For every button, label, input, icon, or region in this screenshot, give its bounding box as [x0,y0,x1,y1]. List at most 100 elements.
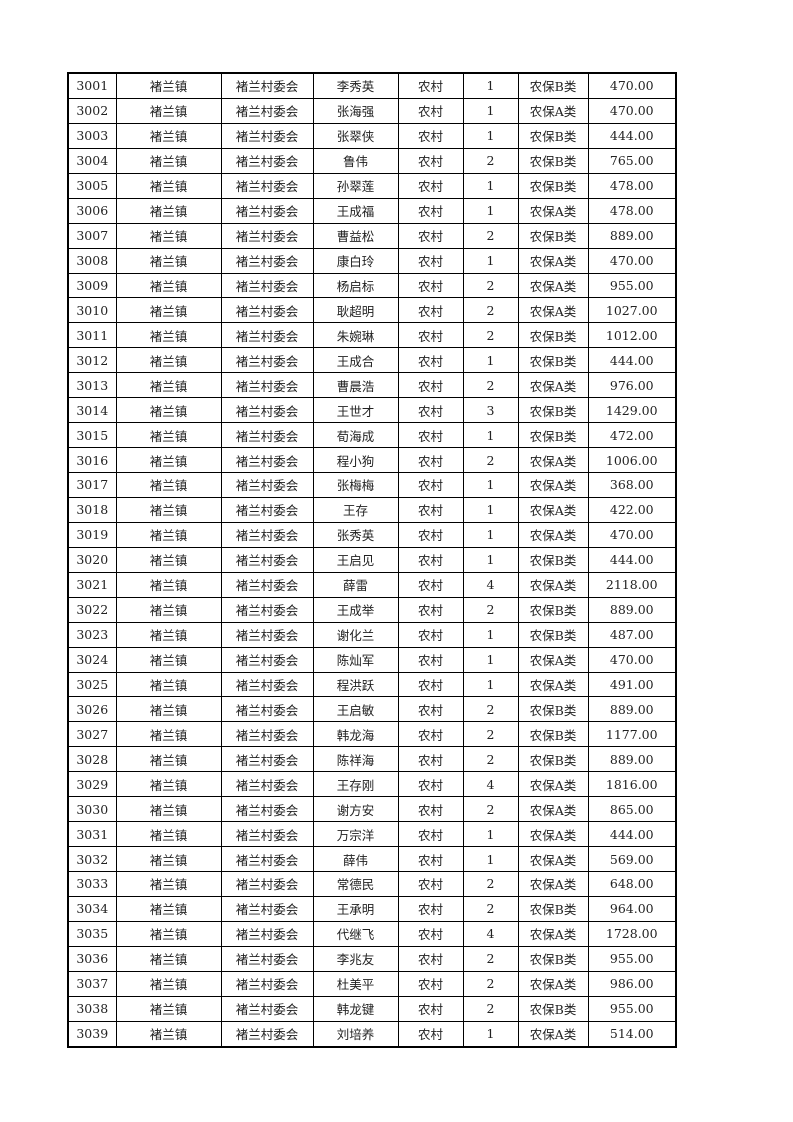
village-committee-cell: 褚兰村委会 [220,247,314,274]
area-type-cell: 农村 [397,347,464,374]
village-committee-cell: 褚兰村委会 [220,920,314,947]
name-cell: 王世才 [312,397,399,424]
town-cell: 褚兰镇 [115,696,222,723]
table-row: 3033 褚兰镇 褚兰村委会 常德民 农村 2 农保A类 648.00 [67,871,677,897]
amount-cell: 368.00 [587,472,677,498]
row-number-cell: 3001 [67,72,117,99]
name-cell: 陈祥海 [312,746,399,773]
table-row: 3034 褚兰镇 褚兰村委会 王承明 农村 2 农保B类 964.00 [67,895,677,922]
amount-cell: 487.00 [587,621,677,648]
village-committee-cell: 褚兰村委会 [220,347,314,374]
table-row: 3030 褚兰镇 褚兰村委会 谢方安 农村 2 农保A类 865.00 [67,796,677,823]
town-cell: 褚兰镇 [115,621,222,648]
household-count-cell: 1 [462,122,519,149]
household-count-cell: 2 [462,696,519,723]
table-row: 3015 褚兰镇 褚兰村委会 荀海成 农村 1 农保B类 472.00 [67,422,677,449]
amount-cell: 865.00 [587,796,677,823]
area-type-cell: 农村 [397,846,464,872]
table-row: 3023 褚兰镇 褚兰村委会 谢化兰 农村 1 农保B类 487.00 [67,621,677,648]
insurance-category-cell: 农保A类 [517,272,589,299]
insurance-category-cell: 农保B类 [517,721,589,748]
insurance-category-cell: 农保A类 [517,496,589,523]
table-row: 3016 褚兰镇 褚兰村委会 程小狗 农村 2 农保A类 1006.00 [67,447,677,473]
area-type-cell: 农村 [397,172,464,199]
household-count-cell: 1 [462,621,519,648]
insurance-category-cell: 农保A类 [517,846,589,872]
town-cell: 褚兰镇 [115,122,222,149]
village-committee-cell: 褚兰村委会 [220,821,314,848]
village-committee-cell: 褚兰村委会 [220,197,314,224]
village-committee-cell: 褚兰村委会 [220,297,314,324]
household-count-cell: 1 [462,546,519,573]
table-row: 3035 褚兰镇 褚兰村委会 代继飞 农村 4 农保A类 1728.00 [67,920,677,947]
row-number-cell: 3029 [67,771,117,798]
table-row: 3011 褚兰镇 褚兰村委会 朱婉琳 农村 2 农保B类 1012.00 [67,322,677,349]
town-cell: 褚兰镇 [115,771,222,798]
area-type-cell: 农村 [397,247,464,274]
town-cell: 褚兰镇 [115,895,222,922]
area-type-cell: 农村 [397,122,464,149]
insurance-category-cell: 农保B类 [517,696,589,723]
area-type-cell: 农村 [397,871,464,897]
area-type-cell: 农村 [397,771,464,798]
area-type-cell: 农村 [397,272,464,299]
row-number-cell: 3031 [67,821,117,848]
town-cell: 褚兰镇 [115,546,222,573]
table-row: 3021 褚兰镇 褚兰村委会 薛雷 农村 4 农保A类 2118.00 [67,571,677,598]
table-row: 3002 褚兰镇 褚兰村委会 张海强 农村 1 农保A类 470.00 [67,97,677,124]
town-cell: 褚兰镇 [115,496,222,523]
amount-cell: 889.00 [587,746,677,773]
row-number-cell: 3002 [67,97,117,124]
town-cell: 褚兰镇 [115,995,222,1022]
household-count-cell: 1 [462,646,519,673]
village-committee-cell: 褚兰村委会 [220,571,314,598]
area-type-cell: 农村 [397,222,464,249]
amount-cell: 648.00 [587,871,677,897]
area-type-cell: 农村 [397,422,464,449]
row-number-cell: 3017 [67,472,117,498]
row-number-cell: 3030 [67,796,117,823]
amount-cell: 955.00 [587,272,677,299]
household-count-cell: 2 [462,222,519,249]
household-count-cell: 1 [462,197,519,224]
area-type-cell: 农村 [397,646,464,673]
table-row: 3026 褚兰镇 褚兰村委会 王启敏 农村 2 农保B类 889.00 [67,696,677,723]
area-type-cell: 农村 [397,721,464,748]
village-committee-cell: 褚兰村委会 [220,147,314,174]
insurance-category-cell: 农保A类 [517,821,589,848]
table-row: 3006 褚兰镇 褚兰村委会 王成福 农村 1 农保A类 478.00 [67,197,677,224]
name-cell: 谢方安 [312,796,399,823]
amount-cell: 472.00 [587,422,677,449]
household-count-cell: 4 [462,571,519,598]
amount-cell: 470.00 [587,247,677,274]
household-count-cell: 2 [462,746,519,773]
table-row: 3038 褚兰镇 褚兰村委会 韩龙键 农村 2 农保B类 955.00 [67,995,677,1022]
amount-cell: 955.00 [587,945,677,972]
area-type-cell: 农村 [397,1020,464,1048]
records-table: 3001 褚兰镇 褚兰村委会 李秀英 农村 1 农保B类 470.00 3002 褚兰镇 褚兰村委会… [67,72,677,1048]
table-row: 3007 褚兰镇 褚兰村委会 曹益松 农村 2 农保B类 889.00 [67,222,677,249]
town-cell: 褚兰镇 [115,796,222,823]
amount-cell: 964.00 [587,895,677,922]
village-committee-cell: 褚兰村委会 [220,172,314,199]
area-type-cell: 农村 [397,397,464,424]
town-cell: 褚兰镇 [115,721,222,748]
amount-cell: 422.00 [587,496,677,523]
village-committee-cell: 褚兰村委会 [220,546,314,573]
insurance-category-cell: 农保B类 [517,995,589,1022]
row-number-cell: 3007 [67,222,117,249]
insurance-category-cell: 农保B类 [517,322,589,349]
village-committee-cell: 褚兰村委会 [220,846,314,872]
table-body: 3001 褚兰镇 褚兰村委会 李秀英 农村 1 农保B类 470.00 3002 褚兰镇 褚兰村委会… [67,72,677,1048]
name-cell: 王存 [312,496,399,523]
amount-cell: 514.00 [587,1020,677,1048]
row-number-cell: 3039 [67,1020,117,1048]
table-row: 3017 褚兰镇 褚兰村委会 张梅梅 农村 1 农保A类 368.00 [67,472,677,498]
household-count-cell: 2 [462,272,519,299]
village-committee-cell: 褚兰村委会 [220,1020,314,1048]
insurance-category-cell: 农保A类 [517,970,589,997]
name-cell: 陈灿军 [312,646,399,673]
household-count-cell: 2 [462,895,519,922]
table-row: 3012 褚兰镇 褚兰村委会 王成合 农村 1 农保B类 444.00 [67,347,677,374]
row-number-cell: 3035 [67,920,117,947]
